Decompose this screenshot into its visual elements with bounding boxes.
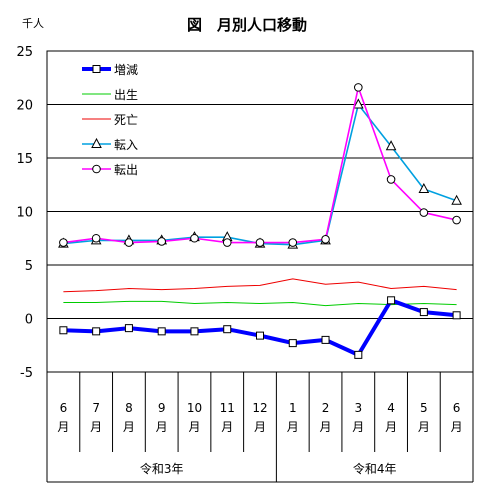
data-point	[91, 233, 101, 243]
data-point	[386, 175, 396, 184]
plot-frame	[46, 50, 474, 373]
data-point	[451, 194, 462, 205]
year-group-label: 令和4年	[353, 461, 397, 476]
data-point	[288, 238, 298, 247]
x-tick-label-unit: 月	[57, 420, 69, 434]
x-tick-label-number: 7	[92, 401, 100, 415]
data-point	[385, 140, 397, 151]
y-tick-label: 5	[25, 259, 33, 274]
x-tick-label-number: 10	[187, 401, 202, 415]
data-point	[91, 137, 102, 148]
data-point	[321, 235, 330, 244]
series-line	[63, 300, 457, 307]
data-point	[190, 233, 199, 243]
axis-layer: -5 0 5 10 15 20 25 6 月 7 月 8 月 9 月 10 月 11 月 12 月 1 月 2 月 3 月 4 月 5 月 6…	[16, 45, 474, 483]
data-point	[452, 311, 461, 320]
data-point	[418, 182, 430, 194]
x-tick-label-unit: 月	[90, 420, 102, 434]
data-point	[92, 65, 101, 73]
legend-entry: 転入	[82, 137, 138, 152]
x-tick-label-unit: 月	[385, 420, 397, 434]
data-point	[59, 238, 68, 247]
y-tick-label: 0	[25, 313, 33, 328]
x-tick-label-unit: 月	[123, 420, 135, 434]
data-point	[222, 238, 232, 247]
data-point	[59, 326, 68, 335]
legend-label: 転出	[114, 163, 138, 177]
x-tick-label-unit: 月	[451, 420, 463, 434]
data-point	[321, 335, 330, 344]
x-tick-label-unit: 月	[156, 420, 168, 434]
year-group-label: 令和3年	[140, 461, 184, 476]
x-tick-label-number: 9	[158, 401, 166, 415]
legend-entry: 死亡	[82, 113, 138, 127]
series-1	[59, 296, 461, 359]
series-line	[63, 298, 457, 357]
x-tick-label-unit: 月	[418, 420, 430, 434]
data-point	[124, 324, 133, 333]
data-point	[288, 339, 297, 348]
data-point	[354, 350, 363, 359]
data-point	[157, 327, 166, 336]
data-point	[354, 83, 363, 92]
x-tick-label-unit: 月	[221, 420, 233, 434]
y-tick-label: 25	[16, 45, 33, 60]
data-point	[92, 164, 101, 174]
chart-title: 図 月別人口移動	[187, 16, 307, 34]
legend-entry: 出生	[82, 88, 138, 102]
legend-label: 増減	[114, 62, 138, 77]
legend-label: 死亡	[114, 113, 138, 127]
legend-entry: 転出	[82, 163, 138, 177]
data-point	[387, 296, 396, 305]
series-2	[63, 300, 457, 307]
y-tick-label: -5	[20, 366, 33, 381]
legend-label: 転入	[114, 138, 138, 152]
unit-label: 千人	[22, 17, 44, 30]
x-tick-label-number: 1	[289, 401, 297, 415]
x-tick-label-number: 4	[387, 401, 395, 415]
data-point	[223, 325, 232, 334]
x-tick-label-unit: 月	[352, 420, 364, 434]
legend-label: 出生	[114, 88, 138, 102]
series-layer	[58, 83, 462, 359]
y-tick-label: 20	[16, 99, 33, 114]
data-point	[124, 238, 134, 247]
x-tick-label-unit: 月	[254, 420, 266, 434]
data-point	[190, 327, 199, 336]
data-point	[419, 208, 429, 217]
y-tick-label: 15	[16, 152, 33, 167]
x-tick-label-unit: 月	[188, 420, 200, 434]
x-tick-label-number: 11	[220, 401, 235, 415]
y-tick-label: 10	[16, 206, 33, 221]
x-tick-label-number: 6	[453, 401, 461, 415]
legend-entry: 増減	[82, 62, 138, 77]
data-point	[452, 215, 461, 225]
series-3	[63, 278, 457, 293]
x-tick-label-number: 8	[125, 401, 133, 415]
series-line	[63, 278, 457, 293]
data-point	[352, 98, 364, 109]
grid-layer	[47, 104, 473, 319]
data-point	[419, 308, 428, 317]
x-tick-label-unit: 月	[320, 420, 332, 434]
x-tick-label-number: 6	[60, 401, 68, 415]
data-point	[92, 327, 101, 336]
x-tick-label-number: 3	[354, 401, 362, 415]
data-point	[157, 237, 166, 246]
x-tick-label-number: 5	[420, 401, 428, 415]
x-tick-label-number: 12	[252, 401, 267, 415]
series-5	[59, 83, 461, 247]
data-point	[255, 238, 265, 247]
x-tick-label-number: 2	[322, 401, 330, 415]
x-tick-label-unit: 月	[287, 420, 299, 434]
data-point	[256, 331, 264, 340]
